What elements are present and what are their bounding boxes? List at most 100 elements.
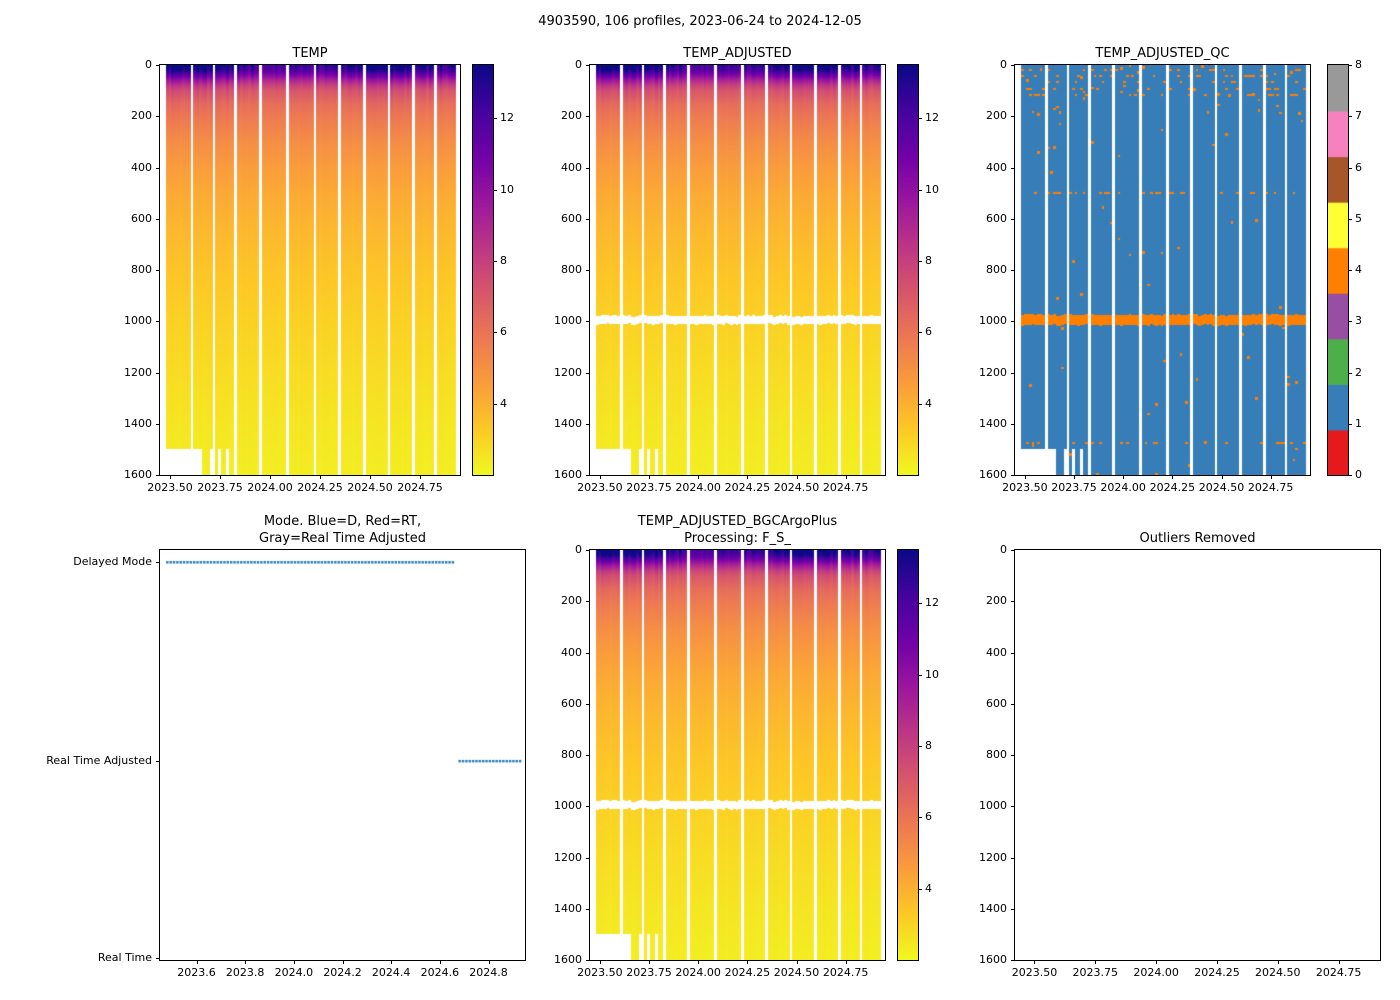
colorbar-tick-mark [493, 403, 497, 405]
x-tick-mark [245, 960, 247, 964]
y-tick-label: 1000 [979, 799, 1007, 813]
temp-heatmap [159, 64, 461, 476]
y-tick-mark [156, 475, 160, 476]
colorbar-tick-label: 5 [1355, 211, 1362, 225]
y-tick-mark [586, 475, 590, 476]
mode-category-label: Real Time Adjusted [46, 754, 152, 768]
y-tick-mark [156, 761, 160, 763]
subplot-temp-title: TEMP [292, 46, 328, 62]
bgc-heatmap [589, 549, 886, 961]
y-tick-mark [1011, 270, 1015, 271]
x-tick-label: 2024.75 [1247, 481, 1294, 494]
y-tick-mark [156, 270, 160, 271]
y-tick-mark [1011, 167, 1015, 169]
x-tick-label: 2024.75 [397, 481, 443, 494]
x-tick-label: 2024.00 [1133, 966, 1179, 979]
colorbar-tick-mark [918, 674, 922, 676]
x-tick-label: 2024.25 [724, 966, 771, 979]
subplot-outliers-title: Outliers Removed [1139, 531, 1256, 547]
colorbar-tick-mark [1348, 475, 1352, 476]
x-tick-mark [1024, 475, 1026, 479]
y-tick-label: 1400 [979, 901, 1007, 915]
y-tick-mark [586, 167, 590, 169]
colorbar-tick-label: 6 [1355, 160, 1362, 174]
y-tick-label: 800 [561, 748, 582, 761]
x-tick-mark [698, 960, 700, 964]
temp-adjusted-heatmap [589, 64, 886, 476]
colorbar-tick-label: 8 [925, 254, 932, 268]
x-tick-label: 2024.50 [1255, 966, 1301, 979]
y-tick-mark [586, 652, 590, 654]
y-tick-label: 200 [561, 109, 582, 123]
y-tick-mark [156, 372, 160, 374]
y-tick-mark [156, 116, 160, 118]
y-tick-mark [586, 703, 590, 705]
y-tick-label: 1200 [554, 850, 582, 864]
x-tick-mark [220, 475, 221, 479]
colorbar-tick-label: 6 [925, 325, 932, 339]
colorbar-tick-mark [493, 332, 497, 334]
x-tick-label: 2023.6 [177, 966, 216, 979]
y-tick-mark [156, 562, 160, 564]
y-tick-label: 600 [131, 211, 152, 225]
colorbar-tick-label: 12 [925, 596, 939, 610]
x-tick-mark [1338, 960, 1340, 964]
y-tick-mark [1011, 423, 1015, 425]
x-tick-label: 2023.50 [577, 481, 623, 494]
colorbar-tick-label: 1 [1355, 416, 1362, 430]
x-tick-mark [342, 960, 344, 964]
y-tick-mark [156, 321, 160, 323]
subplot-temp-adjusted-title: TEMP_ADJUSTED [683, 46, 792, 62]
x-tick-label: 2023.75 [197, 481, 243, 494]
x-tick-label: 2024.00 [675, 481, 721, 494]
y-tick-label: 800 [131, 263, 152, 276]
y-tick-label: 800 [561, 263, 582, 276]
y-tick-mark [586, 601, 590, 603]
mode-category-label: Delayed Mode [73, 555, 152, 569]
y-tick-label: 1000 [124, 314, 152, 328]
qc-colorbar-canvas [1328, 65, 1348, 475]
x-tick-mark [293, 960, 295, 964]
colorbar-tick-mark [918, 332, 922, 334]
x-tick-label: 2024.25 [1194, 966, 1240, 979]
colorbar-tick-mark [493, 118, 497, 120]
colorbar-tick-label: 8 [500, 254, 507, 268]
y-tick-mark [586, 270, 590, 271]
y-tick-label: 200 [561, 594, 582, 608]
colorbar-tick-mark [1348, 372, 1352, 374]
colorbar-tick-label: 12 [500, 111, 514, 125]
y-tick-label: 400 [986, 645, 1007, 659]
y-tick-label: 600 [986, 211, 1007, 225]
colorbar-tick-mark [918, 403, 922, 405]
temp-adjusted-heatmap-canvas [590, 65, 885, 475]
x-tick-mark [845, 475, 847, 479]
x-tick-label: 2024.25 [1149, 481, 1196, 494]
x-tick-label: 2024.50 [773, 966, 820, 979]
x-tick-mark [698, 475, 700, 479]
x-tick-mark [1074, 475, 1075, 479]
x-tick-mark [1172, 475, 1174, 479]
x-tick-mark [649, 475, 650, 479]
mode-category-label: Real Time [97, 950, 152, 964]
x-tick-label: 2024.00 [675, 966, 721, 979]
colorbar-tick-mark [493, 189, 497, 191]
x-tick-label: 2023.8 [225, 966, 265, 979]
y-tick-mark [1011, 703, 1015, 705]
colorbar-tick-label: 4 [500, 396, 507, 410]
x-tick-label: 2023.75 [626, 966, 672, 979]
y-tick-label: 200 [986, 109, 1007, 123]
y-tick-label: 1600 [124, 468, 152, 481]
colorbar-tick-mark [1348, 167, 1352, 169]
y-tick-label: 400 [131, 160, 152, 174]
y-tick-mark [1011, 908, 1015, 910]
colorbar-tick-label: 6 [925, 810, 932, 824]
x-tick-label: 2023.50 [147, 481, 193, 494]
y-tick-label: 1000 [554, 314, 582, 328]
y-tick-mark [586, 755, 590, 756]
temp-adjusted-qc-heatmap-canvas [1015, 65, 1310, 475]
y-tick-mark [1011, 755, 1015, 756]
y-tick-mark [586, 65, 590, 66]
temp-colorbar-canvas [473, 65, 493, 475]
x-tick-label: 2024.75 [1315, 966, 1362, 979]
